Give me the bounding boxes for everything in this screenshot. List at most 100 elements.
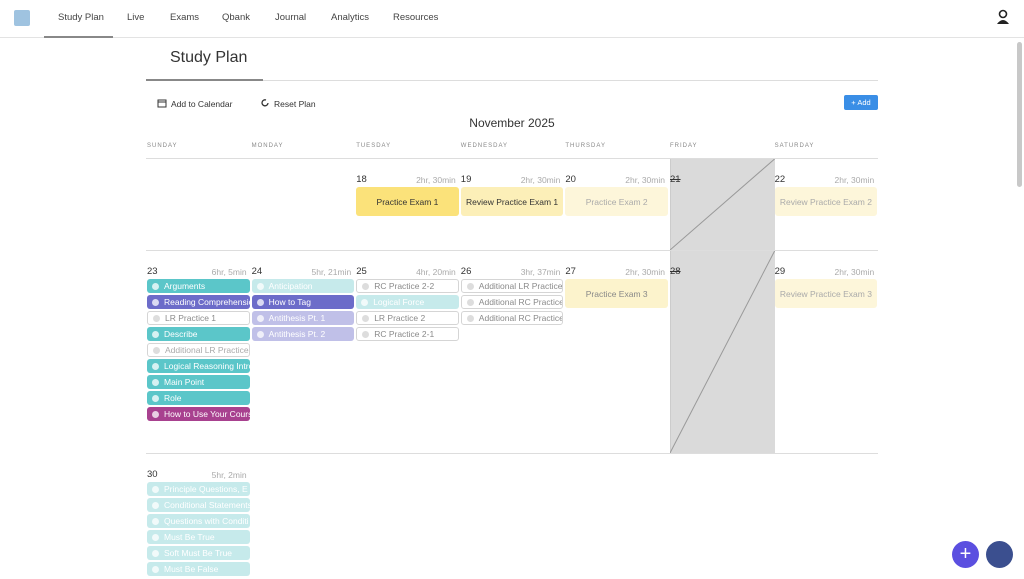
nav-item[interactable]: Exams [170, 12, 200, 23]
task-label: Additional RC Practice [478, 297, 564, 307]
user-icon[interactable] [996, 9, 1010, 25]
task-label: Review Practice Exam 2 [779, 196, 872, 207]
task-label: Reading Comprehensio [164, 297, 250, 307]
task[interactable]: How to Use Your Cours [147, 407, 250, 421]
task[interactable]: Logical Reasoning Intro [147, 359, 250, 373]
task[interactable]: Additional RC Practice [460, 311, 564, 325]
task-icon [152, 362, 159, 370]
nav-item[interactable]: Live [127, 12, 145, 23]
task-icon [466, 314, 474, 322]
task-label: Additional LR Practice [165, 345, 249, 355]
day-duration: 5hr, 2min [211, 470, 247, 480]
task[interactable]: Review Practice Exam 3 [774, 279, 878, 308]
nav-active-underline [44, 36, 113, 38]
task[interactable]: Main Point [147, 375, 250, 389]
task[interactable]: Practice Exam 1 [356, 187, 459, 216]
task-label: LR Practice 2 [374, 313, 426, 323]
nav-item[interactable]: Analytics [331, 12, 370, 23]
weekday-header: THURSDAY [565, 143, 606, 149]
task-icon [362, 330, 370, 338]
nav-item[interactable]: Qbank [222, 12, 250, 23]
task[interactable]: Practice Exam 3 [565, 279, 668, 308]
task-label: How to Use Your Cours [164, 409, 250, 419]
reset-icon [261, 99, 269, 107]
day-date: 22 [774, 174, 786, 185]
task-icon [152, 298, 159, 306]
add-to-calendar-button[interactable]: Add to Calendar [171, 99, 233, 109]
task[interactable]: LR Practice 2 [356, 311, 459, 325]
reset-plan-button[interactable]: Reset Plan [274, 99, 316, 109]
task[interactable]: Additional LR Practice [460, 279, 564, 293]
day-date: 28 [670, 266, 681, 277]
task[interactable]: Conditional Statements [147, 498, 250, 512]
day-date: 30 [147, 469, 158, 480]
task-icon [362, 282, 370, 290]
task-label: Additional RC Practice [478, 313, 564, 323]
task-label: Conditional Statements [164, 500, 250, 510]
task-label: Antithesis Pt. 1 [268, 313, 326, 323]
task[interactable]: Additional LR Practice [147, 343, 250, 357]
day-date: 20 [565, 174, 576, 185]
day-duration: 4hr, 20min [416, 267, 456, 277]
task-label: Questions with Conditi [164, 516, 249, 526]
task[interactable]: Soft Must Be True [147, 546, 250, 560]
task[interactable]: LR Practice 1 [147, 311, 250, 325]
logo[interactable] [14, 10, 30, 26]
task-icon [152, 330, 159, 338]
weekday-header: SUNDAY [147, 143, 178, 149]
title-underline [146, 79, 263, 81]
task-label: Main Point [164, 377, 205, 387]
calendar-icon [157, 99, 167, 108]
task[interactable]: Principle Questions, E [147, 482, 250, 496]
task[interactable]: Describe [147, 327, 250, 341]
title-rule [263, 80, 878, 81]
unavailable-slash [670, 159, 775, 250]
task[interactable]: RC Practice 2-2 [356, 279, 459, 293]
task[interactable]: Antithesis Pt. 2 [251, 327, 355, 341]
task[interactable]: Review Practice Exam 2 [774, 187, 878, 216]
day-date: 26 [460, 266, 472, 277]
task[interactable]: RC Practice 2-1 [356, 327, 459, 341]
unavailable-slash [670, 251, 775, 453]
task-icon [466, 282, 474, 290]
task-label: Must Be True [164, 532, 215, 542]
task-label: Anticipation [268, 281, 313, 291]
task[interactable]: Practice Exam 2 [565, 187, 668, 216]
nav-item[interactable]: Journal [275, 12, 307, 23]
task-icon [152, 549, 159, 557]
task[interactable]: Must Be False [147, 562, 250, 576]
weekday-header: FRIDAY [670, 143, 698, 149]
day-duration: 2hr, 30min [834, 175, 875, 185]
nav-item[interactable]: Resources [393, 12, 439, 23]
task[interactable]: Anticipation [251, 279, 355, 293]
week-rule [146, 158, 878, 159]
fab-notes[interactable] [986, 541, 1013, 568]
task-label: Describe [164, 329, 198, 339]
task[interactable]: How to Tag [251, 295, 355, 309]
task[interactable]: Must Be True [147, 530, 250, 544]
weekday-header: TUESDAY [356, 143, 392, 149]
task-label: RC Practice 2-1 [374, 329, 435, 339]
task-icon [153, 346, 160, 354]
task[interactable]: Additional RC Practice [460, 295, 564, 309]
task-label: Antithesis Pt. 2 [268, 329, 326, 339]
fab-add[interactable]: + [952, 541, 979, 568]
task-label: Role [164, 393, 182, 403]
add-button[interactable]: + Add [844, 95, 878, 110]
task[interactable]: Questions with Conditi [147, 514, 250, 528]
task-label: Practice Exam 1 [376, 196, 439, 207]
task[interactable]: Role [147, 391, 250, 405]
task-icon [466, 298, 474, 306]
nav-item[interactable]: Study Plan [58, 12, 104, 23]
task[interactable]: Arguments [147, 279, 250, 293]
task[interactable]: Logical Force [356, 295, 459, 309]
task-icon [256, 330, 264, 338]
task[interactable]: Reading Comprehensio [147, 295, 250, 309]
day-date: 19 [460, 174, 472, 185]
task-icon [152, 378, 159, 386]
task-label: Must Be False [164, 564, 219, 574]
day-date: 23 [147, 266, 158, 277]
task[interactable]: Review Practice Exam 1 [460, 187, 564, 216]
task[interactable]: Antithesis Pt. 1 [251, 311, 355, 325]
